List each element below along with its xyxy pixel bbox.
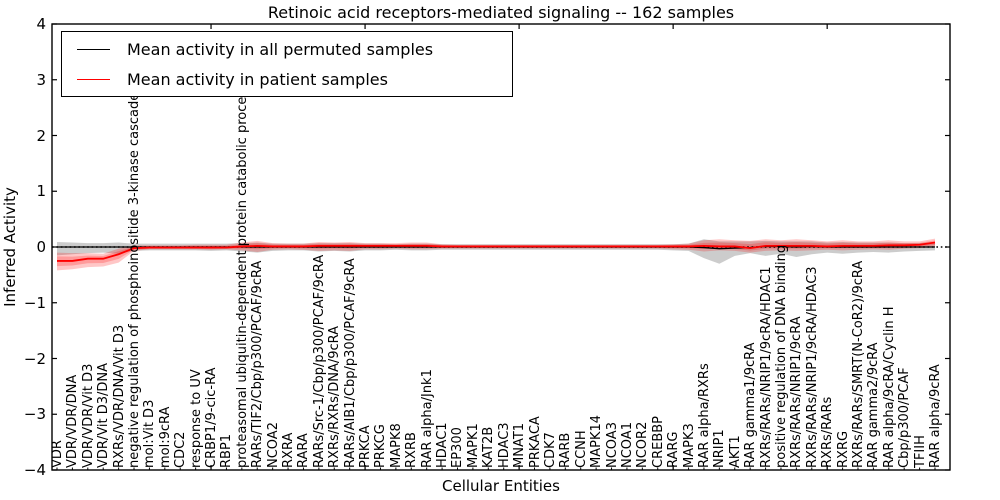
x-axis-label: Cellular Entities <box>442 477 560 495</box>
black-line-swatch <box>77 49 110 50</box>
y-tick-label: 4 <box>36 15 46 33</box>
y-tick-label: −3 <box>23 405 46 424</box>
red-line-swatch <box>77 79 110 80</box>
legend-entry-permuted: Mean activity in all permuted samples <box>62 34 512 65</box>
y-tick-label: −1 <box>23 293 46 312</box>
legend-entry-patient: Mean activity in patient samples <box>62 64 512 95</box>
y-tick-label: 2 <box>36 126 46 145</box>
y-tick-label: −2 <box>23 349 46 368</box>
legend-label-patient: Mean activity in patient samples <box>127 70 388 89</box>
legend: Mean activity in all permuted samples Me… <box>61 31 513 97</box>
patient-mean-line <box>57 241 936 262</box>
y-tick-label: 0 <box>36 238 46 256</box>
permuted-band <box>57 239 935 264</box>
y-tick-label: −4 <box>23 461 46 479</box>
chart-title: Retinoic acid receptors-mediated signali… <box>267 3 735 22</box>
y-tick-label: 3 <box>36 70 46 89</box>
legend-label-permuted: Mean activity in all permuted samples <box>127 40 434 59</box>
y-tick-label: 1 <box>36 182 46 201</box>
